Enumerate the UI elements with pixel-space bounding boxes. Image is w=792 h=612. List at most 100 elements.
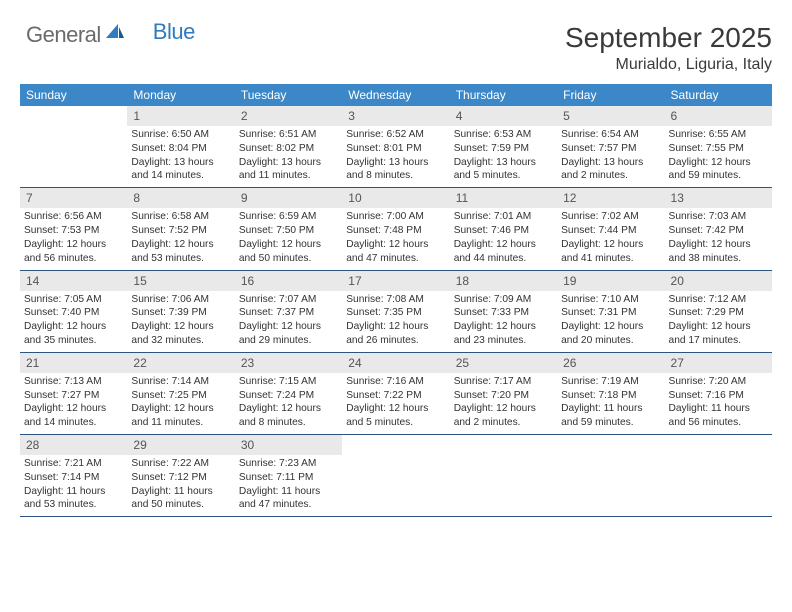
daylight-text: Daylight: 11 hours and 53 minutes. <box>24 485 123 513</box>
sunset-text: Sunset: 8:02 PM <box>239 142 338 156</box>
sunset-text: Sunset: 7:37 PM <box>239 306 338 320</box>
weekday-sun: Sunday <box>20 84 127 106</box>
daylight-text: Daylight: 11 hours and 50 minutes. <box>131 485 230 513</box>
daylight-text: Daylight: 12 hours and 23 minutes. <box>454 320 553 348</box>
calendar-day: 1Sunrise: 6:50 AMSunset: 8:04 PMDaylight… <box>127 106 234 187</box>
sunrise-text: Sunrise: 7:07 AM <box>239 293 338 307</box>
sunset-text: Sunset: 7:27 PM <box>24 389 123 403</box>
weekday-thu: Thursday <box>450 84 557 106</box>
day-number: 24 <box>342 353 449 373</box>
sunset-text: Sunset: 7:50 PM <box>239 224 338 238</box>
daylight-text: Daylight: 12 hours and 41 minutes. <box>561 238 660 266</box>
day-number: 19 <box>557 271 664 291</box>
logo-part1: General <box>26 22 101 48</box>
calendar-day: 19 Sunrise: 7:10 AMSunset: 7:31 PMDayligh… <box>557 271 664 352</box>
weekday-fri: Friday <box>557 84 664 106</box>
calendar-week: 1 Sunrise: 6:50 AMSunset: 8:04 PM Daylight… <box>20 106 772 188</box>
day-number: 2 <box>235 106 342 126</box>
sunset-text: Sunset: 8:04 PM <box>131 142 230 156</box>
day-number: 1 <box>127 106 234 126</box>
calendar-day: 12Sunrise: 7:02 AMSunset: 7:44 PMDayligh… <box>557 188 664 269</box>
calendar-day: 9Sunrise: 6:59 AMSunset: 7:50 PMDaylight… <box>235 188 342 269</box>
calendar-day: 21Sunrise: 7:13 AMSunset: 7:27 PMDayligh… <box>20 353 127 434</box>
weekday-sat: Saturday <box>665 84 772 106</box>
day-number: 21 <box>20 353 127 373</box>
daylight-text: Daylight: 12 hours and 11 minutes. <box>131 402 230 430</box>
sunrise-text: Sunrise: 7:23 AM <box>239 457 338 471</box>
sunrise-text: Sunrise: 6:58 AM <box>131 210 230 224</box>
calendar-day: 6Sunrise: 6:55 AMSunset: 7:55 PMDaylight… <box>665 106 772 187</box>
sunset-text: Sunset: 7:31 PM <box>561 306 660 320</box>
calendar-day: 8Sunrise: 6:58 AMSunset: 7:52 PMDaylight… <box>127 188 234 269</box>
day-number: 17 <box>342 271 449 291</box>
day-number: 5 <box>557 106 664 126</box>
calendar-day <box>665 435 772 516</box>
sunrise-text: Sunrise: 7:06 AM <box>131 293 230 307</box>
calendar-day: 25Sunrise: 7:17 AMSunset: 7:20 PMDayligh… <box>450 353 557 434</box>
calendar-day: 27Sunrise: 7:20 AMSunset: 7:16 PMDayligh… <box>665 353 772 434</box>
sunset-text: Sunset: 7:18 PM <box>561 389 660 403</box>
header: General Blue September 2025 Murialdo, Li… <box>20 22 772 74</box>
calendar-day: 4Sunrise: 6:53 AMSunset: 7:59 PMDaylight… <box>450 106 557 187</box>
day-number: 22 <box>127 353 234 373</box>
daylight-text: Daylight: 13 hours and 11 minutes. <box>239 156 338 184</box>
calendar-day: 5Sunrise: 6:54 AMSunset: 7:57 PMDaylight… <box>557 106 664 187</box>
day-number: 11 <box>450 188 557 208</box>
sunset-text: Sunset: 8:01 PM <box>346 142 445 156</box>
daylight-text: Daylight: 11 hours and 47 minutes. <box>239 485 338 513</box>
daylight-text: Daylight: 12 hours and 20 minutes. <box>561 320 660 348</box>
sunrise-text: Sunrise: 6:56 AM <box>24 210 123 224</box>
daylight-text: Daylight: 12 hours and 8 minutes. <box>239 402 338 430</box>
daylight-text: Daylight: 12 hours and 35 minutes. <box>24 320 123 348</box>
calendar-page: General Blue September 2025 Murialdo, Li… <box>0 0 792 527</box>
calendar-day <box>342 435 449 516</box>
sunrise-text: Sunrise: 7:01 AM <box>454 210 553 224</box>
day-number: 30 <box>235 435 342 455</box>
sunset-text: Sunset: 7:33 PM <box>454 306 553 320</box>
sunrise-text: Sunrise: 7:15 AM <box>239 375 338 389</box>
daylight-text: Daylight: 12 hours and 14 minutes. <box>24 402 123 430</box>
sunrise-text: Sunrise: 6:52 AM <box>346 128 445 142</box>
sunrise-text: Sunrise: 7:22 AM <box>131 457 230 471</box>
day-number: 6 <box>665 106 772 126</box>
calendar-day: 15Sunrise: 7:06 AMSunset: 7:39 PMDayligh… <box>127 271 234 352</box>
weekday-header: Sunday Monday Tuesday Wednesday Thursday… <box>20 84 772 106</box>
sunrise-text: Sunrise: 7:08 AM <box>346 293 445 307</box>
sunrise-text: Sunrise: 6:51 AM <box>239 128 338 142</box>
logo-part2: Blue <box>129 19 195 45</box>
calendar-day <box>557 435 664 516</box>
weekday-mon: Monday <box>127 84 234 106</box>
sunset-text: Sunset: 7:29 PM <box>669 306 768 320</box>
day-number: 9 <box>235 188 342 208</box>
sunrise-text: Sunrise: 6:59 AM <box>239 210 338 224</box>
sunset-text: Sunset: 7:40 PM <box>24 306 123 320</box>
day-number: 16 <box>235 271 342 291</box>
calendar-week: 21Sunrise: 7:13 AMSunset: 7:27 PMDayligh… <box>20 353 772 435</box>
calendar-day: 22Sunrise: 7:14 AMSunset: 7:25 PMDayligh… <box>127 353 234 434</box>
daylight-text: Daylight: 12 hours and 47 minutes. <box>346 238 445 266</box>
day-number: 26 <box>557 353 664 373</box>
sunrise-text: Sunrise: 7:10 AM <box>561 293 660 307</box>
calendar-day: 17Sunrise: 7:08 AMSunset: 7:35 PMDayligh… <box>342 271 449 352</box>
sunrise-text: Sunrise: 6:50 AM <box>131 128 230 142</box>
calendar-day: 3Sunrise: 6:52 AMSunset: 8:01 PMDaylight… <box>342 106 449 187</box>
sunset-text: Sunset: 7:20 PM <box>454 389 553 403</box>
day-number: 10 <box>342 188 449 208</box>
sunset-text: Sunset: 7:46 PM <box>454 224 553 238</box>
daylight-text: Daylight: 12 hours and 38 minutes. <box>669 238 768 266</box>
calendar-week: 7Sunrise: 6:56 AMSunset: 7:53 PMDaylight… <box>20 188 772 270</box>
calendar-day: 13Sunrise: 7:03 AMSunset: 7:42 PMDayligh… <box>665 188 772 269</box>
sunset-text: Sunset: 7:42 PM <box>669 224 768 238</box>
calendar-day: 30Sunrise: 7:23 AMSunset: 7:11 PMDayligh… <box>235 435 342 516</box>
daylight-text: Daylight: 13 hours and 5 minutes. <box>454 156 553 184</box>
calendar-day: 28Sunrise: 7:21 AMSunset: 7:14 PMDayligh… <box>20 435 127 516</box>
calendar-day: 26Sunrise: 7:19 AMSunset: 7:18 PMDayligh… <box>557 353 664 434</box>
sunrise-text: Sunrise: 6:54 AM <box>561 128 660 142</box>
calendar-day: 23Sunrise: 7:15 AMSunset: 7:24 PMDayligh… <box>235 353 342 434</box>
title-block: September 2025 Murialdo, Liguria, Italy <box>565 22 772 74</box>
day-number: 23 <box>235 353 342 373</box>
weekday-wed: Wednesday <box>342 84 449 106</box>
sunrise-text: Sunrise: 7:14 AM <box>131 375 230 389</box>
calendar-body: 1 Sunrise: 6:50 AMSunset: 8:04 PM Daylight… <box>20 106 772 517</box>
sunrise-text: Sunrise: 7:09 AM <box>454 293 553 307</box>
